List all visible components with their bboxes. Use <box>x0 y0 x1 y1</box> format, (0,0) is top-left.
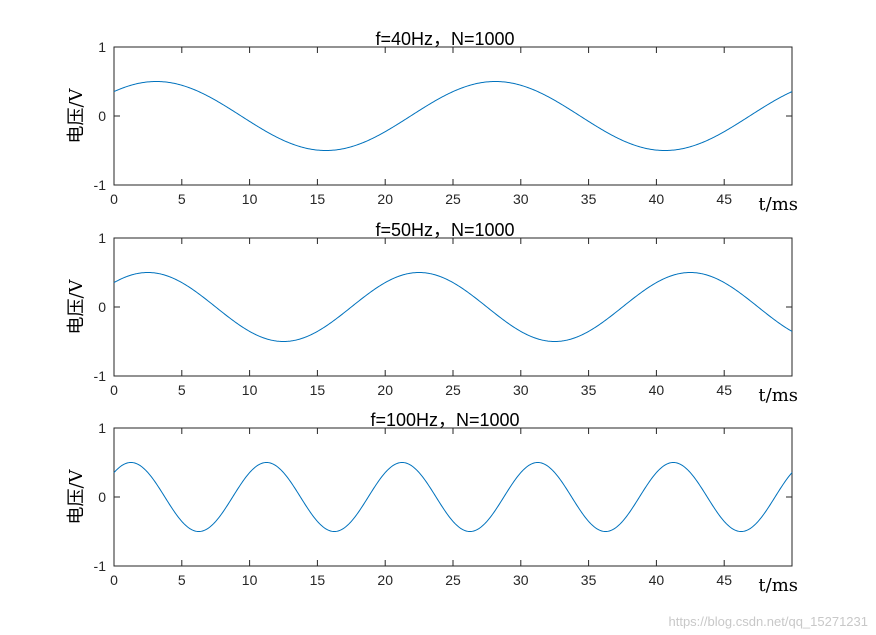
x-tick-label: 10 <box>242 382 258 398</box>
x-axis-label: t/ms <box>758 575 798 596</box>
x-tick-label: 20 <box>377 572 393 588</box>
x-tick-label: 10 <box>242 191 258 207</box>
x-tick-label: 15 <box>310 572 326 588</box>
x-tick-label: 25 <box>445 572 461 588</box>
y-axis-label: 电压/V <box>66 468 87 524</box>
y-tick-label: 0 <box>98 108 106 124</box>
x-tick-label: 0 <box>110 382 118 398</box>
watermark: https://blog.csdn.net/qq_15271231 <box>668 614 869 629</box>
x-tick-label: 15 <box>310 191 326 207</box>
y-tick-label: -1 <box>94 368 107 384</box>
x-tick-label: 45 <box>716 382 732 398</box>
x-tick-label: 35 <box>581 382 597 398</box>
y-tick-label: 1 <box>98 420 106 436</box>
x-tick-label: 20 <box>377 382 393 398</box>
y-tick-label: 1 <box>98 39 106 55</box>
x-tick-label: 40 <box>649 191 665 207</box>
x-tick-label: 25 <box>445 382 461 398</box>
series-line <box>113 271 793 343</box>
series-line <box>113 461 793 533</box>
x-axis-label: t/ms <box>758 194 798 215</box>
y-tick-label: 0 <box>98 299 106 315</box>
series-line <box>113 81 793 151</box>
x-tick-label: 30 <box>513 572 529 588</box>
x-tick-label: 40 <box>649 572 665 588</box>
x-tick-label: 5 <box>178 382 186 398</box>
x-tick-label: 15 <box>310 382 326 398</box>
x-tick-label: 5 <box>178 191 186 207</box>
x-tick-label: 10 <box>242 572 258 588</box>
x-tick-label: 30 <box>513 191 529 207</box>
y-tick-label: 0 <box>98 489 106 505</box>
y-tick-label: -1 <box>94 177 107 193</box>
x-axis-label: t/ms <box>758 385 798 406</box>
x-tick-label: 35 <box>581 572 597 588</box>
y-axis-label: 电压/V <box>66 278 87 334</box>
x-tick-label: 45 <box>716 572 732 588</box>
subplot-2: 0 5 10 15 20 25 30 35 40 45-101 f=50Hz，N=1000t/ms电… <box>66 220 798 406</box>
x-tick-label: 45 <box>716 191 732 207</box>
x-tick-label: 20 <box>377 191 393 207</box>
x-tick-label: 40 <box>649 382 665 398</box>
axes-box <box>113 427 793 567</box>
x-tick-label: 35 <box>581 191 597 207</box>
y-tick-label: 1 <box>98 230 106 246</box>
axes-box <box>113 46 793 186</box>
x-tick-label: 0 <box>110 191 118 207</box>
x-tick-label: 30 <box>513 382 529 398</box>
chart-title: f=100Hz，N=1000 <box>370 410 519 430</box>
y-axis-label: 电压/V <box>66 87 87 143</box>
chart-title: f=50Hz，N=1000 <box>375 220 514 240</box>
axes-box <box>113 237 793 377</box>
y-tick-label: -1 <box>94 558 107 574</box>
x-tick-label: 5 <box>178 572 186 588</box>
subplot-1: 0 5 10 15 20 25 30 35 40 45-101 f=40Hz，N=1000t/ms电… <box>66 29 798 215</box>
x-tick-label: 0 <box>110 572 118 588</box>
subplot-3: 0 5 10 15 20 25 30 35 40 45-101 f=100Hz，N=1000t/ms… <box>66 410 798 596</box>
chart-title: f=40Hz，N=1000 <box>375 29 514 49</box>
x-tick-label: 25 <box>445 191 461 207</box>
